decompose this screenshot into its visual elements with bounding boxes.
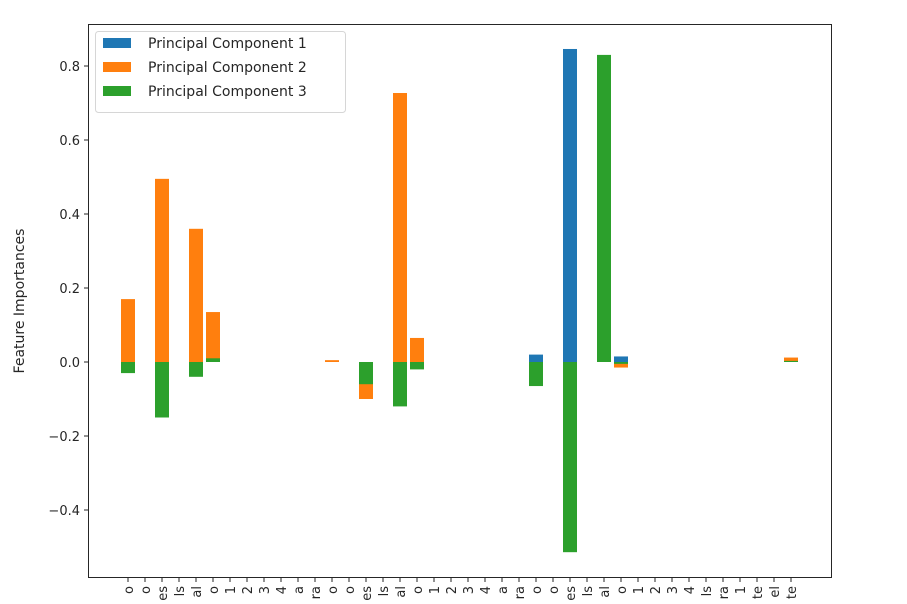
x-tick-label: al <box>394 586 409 598</box>
x-tick-label: o <box>547 586 562 594</box>
bar-pc2 <box>189 228 203 362</box>
bar-pc2 <box>325 360 339 362</box>
bar-pc2 <box>410 337 424 362</box>
y-axis-label: Feature Importances <box>12 229 28 374</box>
x-tick-label: o <box>326 586 341 594</box>
x-tick-label: 1 <box>632 586 647 594</box>
bar-pc3 <box>393 362 407 407</box>
bar-pc2 <box>784 357 798 362</box>
y-tick-label: 0.2 <box>59 282 80 297</box>
legend: Principal Component 1 Principal Component… <box>95 31 346 113</box>
x-tick-label: ls <box>377 586 392 597</box>
x-tick-label: ra <box>513 586 528 599</box>
x-tick-label: te <box>751 586 766 599</box>
x-tick-label: 2 <box>445 586 460 594</box>
y-tick-label: 0.4 <box>59 208 80 223</box>
legend-label-pc1: Principal Component 1 <box>148 36 307 52</box>
legend-swatch-pc3 <box>103 86 131 96</box>
bar-pc3 <box>121 362 135 374</box>
bar-pc2 <box>393 93 407 362</box>
legend-swatch-pc1 <box>103 38 131 48</box>
y-tick-label: 0.0 <box>59 356 80 371</box>
x-tick-label: 4 <box>479 586 494 594</box>
y-tick-label: 0.8 <box>59 60 80 75</box>
y-tick-label: −0.4 <box>48 504 80 519</box>
bar-pc3 <box>597 54 611 363</box>
x-tick-label: 1 <box>428 586 443 594</box>
bar-pc1 <box>614 356 628 362</box>
x-tick-label: o <box>411 586 426 594</box>
x-tick-label: 4 <box>275 586 290 594</box>
legend-swatch-pc2 <box>103 62 131 72</box>
x-tick-label: 1 <box>224 586 239 594</box>
bar-pc3 <box>563 362 577 553</box>
legend-box <box>95 31 346 113</box>
bars-layer <box>121 48 798 553</box>
x-tick-label: 2 <box>241 586 256 594</box>
legend-label-pc3: Principal Component 3 <box>148 84 307 100</box>
x-tick-label: 3 <box>258 586 273 594</box>
x-tick-label: 2 <box>649 586 664 594</box>
bar-pc3 <box>155 362 169 418</box>
x-tick-label: 3 <box>666 586 681 594</box>
bar-pc3 <box>189 362 203 377</box>
y-axis: −0.4 −0.2 0.0 0.2 0.4 0.6 0.8 <box>48 60 89 519</box>
bar-pc3 <box>359 362 373 385</box>
x-tick-label: o <box>207 586 222 594</box>
x-tick-label: el <box>768 586 783 598</box>
y-tick-label: 0.6 <box>59 134 80 149</box>
bar-pc2 <box>206 312 220 362</box>
x-tick-label: 4 <box>683 586 698 594</box>
x-tick-label: es <box>564 586 579 601</box>
bar-pc3 <box>614 362 628 364</box>
bar-pc1 <box>529 354 543 362</box>
x-tick-label: ls <box>173 586 188 597</box>
x-axis: o o es ls al o 1 2 3 4 a ra o o es ls al o 1 2 3 4 a ra o o es ls al… <box>122 577 800 601</box>
x-tick-label: te <box>785 586 800 599</box>
bar-pc3 <box>206 358 220 362</box>
bar-pc3 <box>784 360 798 362</box>
x-tick-label: a <box>496 586 511 594</box>
x-tick-label: ls <box>581 586 596 597</box>
bar-pc2 <box>155 178 169 362</box>
x-tick-label: o <box>139 586 154 594</box>
x-tick-label: al <box>190 586 205 598</box>
x-tick-label: es <box>360 586 375 601</box>
x-tick-label: ra <box>717 586 732 599</box>
x-tick-label: o <box>343 586 358 594</box>
x-tick-label: o <box>615 586 630 594</box>
x-tick-label: ls <box>700 586 715 597</box>
y-tick-label: −0.2 <box>48 430 80 445</box>
x-tick-label: 1 <box>734 586 749 594</box>
x-tick-label: al <box>598 586 613 598</box>
x-tick-label: o <box>530 586 545 594</box>
legend-label-pc2: Principal Component 2 <box>148 60 307 76</box>
bar-pc2 <box>614 362 628 368</box>
bar-pc2 <box>121 299 135 362</box>
bar-pc1 <box>563 48 577 362</box>
x-tick-label: es <box>156 586 171 601</box>
x-tick-label: a <box>292 586 307 594</box>
x-tick-label: o <box>122 586 137 594</box>
x-tick-label: ra <box>309 586 324 599</box>
bar-pc3 <box>410 362 424 370</box>
plot-frame <box>88 24 832 578</box>
x-tick-label: 3 <box>462 586 477 594</box>
bar-pc3 <box>529 362 543 387</box>
